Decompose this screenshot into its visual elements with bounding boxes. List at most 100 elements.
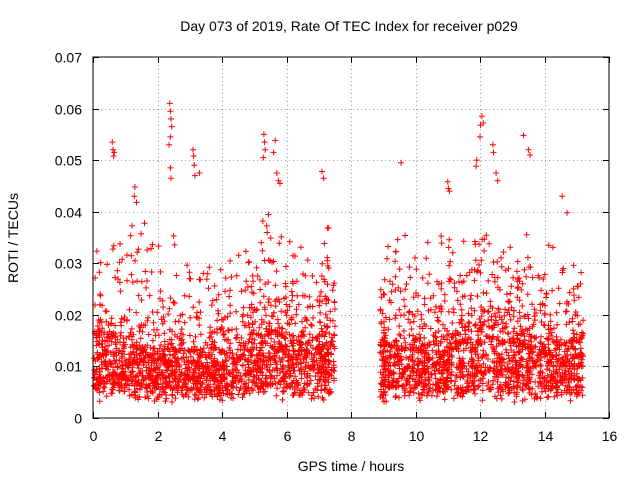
data-point (546, 367, 553, 374)
data-point (500, 388, 507, 395)
data-point (391, 370, 397, 377)
data-point (514, 285, 521, 292)
data-point (219, 346, 226, 353)
data-point (288, 365, 295, 372)
data-point (566, 379, 572, 386)
data-point (426, 385, 433, 392)
data-point (451, 280, 458, 287)
data-point (429, 387, 436, 394)
data-point (567, 365, 574, 372)
data-point (494, 371, 501, 378)
data-point (292, 320, 299, 327)
data-point (434, 385, 441, 392)
data-point (386, 297, 393, 304)
data-point (502, 306, 509, 313)
data-point (233, 272, 240, 279)
data-point (520, 387, 526, 394)
data-point (137, 324, 144, 331)
data-point (132, 257, 139, 264)
data-point (121, 316, 128, 323)
data-point (510, 338, 517, 345)
data-point (393, 312, 399, 319)
data-point (500, 328, 506, 335)
data-point (242, 380, 249, 387)
data-point (385, 384, 392, 391)
data-point (489, 141, 496, 148)
data-point (152, 385, 159, 392)
data-point (118, 322, 125, 329)
data-point (486, 364, 493, 371)
data-point (258, 331, 265, 338)
data-point (321, 386, 328, 393)
data-point (286, 238, 293, 245)
data-point (308, 322, 315, 329)
data-point (505, 361, 511, 367)
data-point (417, 349, 424, 356)
data-point (331, 280, 338, 286)
data-point (392, 273, 399, 280)
data-point (316, 293, 323, 300)
data-point (260, 340, 267, 347)
data-point (105, 322, 112, 329)
data-point (529, 274, 536, 281)
data-point (245, 259, 252, 266)
data-point (438, 240, 445, 247)
data-point (149, 377, 156, 384)
data-point (321, 342, 328, 349)
data-point (516, 349, 523, 355)
data-point (499, 337, 506, 344)
data-point (244, 284, 251, 290)
data-point (451, 382, 458, 389)
data-point (246, 324, 253, 331)
data-point (327, 308, 334, 315)
data-point (505, 265, 512, 272)
data-point (522, 326, 529, 333)
data-point (434, 379, 441, 386)
data-point (293, 311, 300, 318)
data-point (205, 363, 212, 370)
data-point (549, 336, 556, 343)
data-point (261, 304, 268, 311)
data-point (234, 367, 241, 374)
data-point (166, 141, 173, 148)
data-point (196, 170, 203, 176)
data-point (446, 188, 453, 195)
data-point (267, 302, 274, 309)
data-point (523, 231, 530, 238)
data-point (227, 302, 234, 309)
data-point (145, 314, 151, 321)
data-point (513, 384, 520, 391)
data-point (133, 345, 140, 352)
data-point (116, 387, 123, 394)
data-point (195, 351, 202, 358)
data-point (198, 359, 205, 366)
data-point (239, 318, 246, 325)
data-point (288, 340, 295, 347)
data-point (97, 259, 104, 266)
data-point (420, 342, 427, 349)
data-point (471, 267, 478, 273)
data-point (395, 284, 402, 291)
data-point (457, 365, 464, 372)
data-point (159, 348, 166, 355)
data-point (210, 358, 217, 365)
data-point (476, 362, 483, 369)
data-point (322, 377, 329, 384)
y-tick-label: 0.05 (55, 153, 82, 169)
data-point (381, 366, 388, 373)
data-point (319, 260, 326, 267)
data-point (217, 396, 223, 403)
data-point (446, 262, 453, 269)
data-point (294, 356, 301, 363)
data-point (100, 331, 107, 338)
data-point (272, 303, 279, 310)
data-point (514, 318, 521, 325)
data-point (401, 335, 408, 342)
data-point (425, 355, 432, 362)
data-point (536, 346, 543, 353)
data-point (468, 305, 475, 312)
data-point (396, 346, 403, 353)
data-point (423, 255, 430, 262)
data-point (179, 311, 186, 318)
data-point (224, 352, 231, 359)
